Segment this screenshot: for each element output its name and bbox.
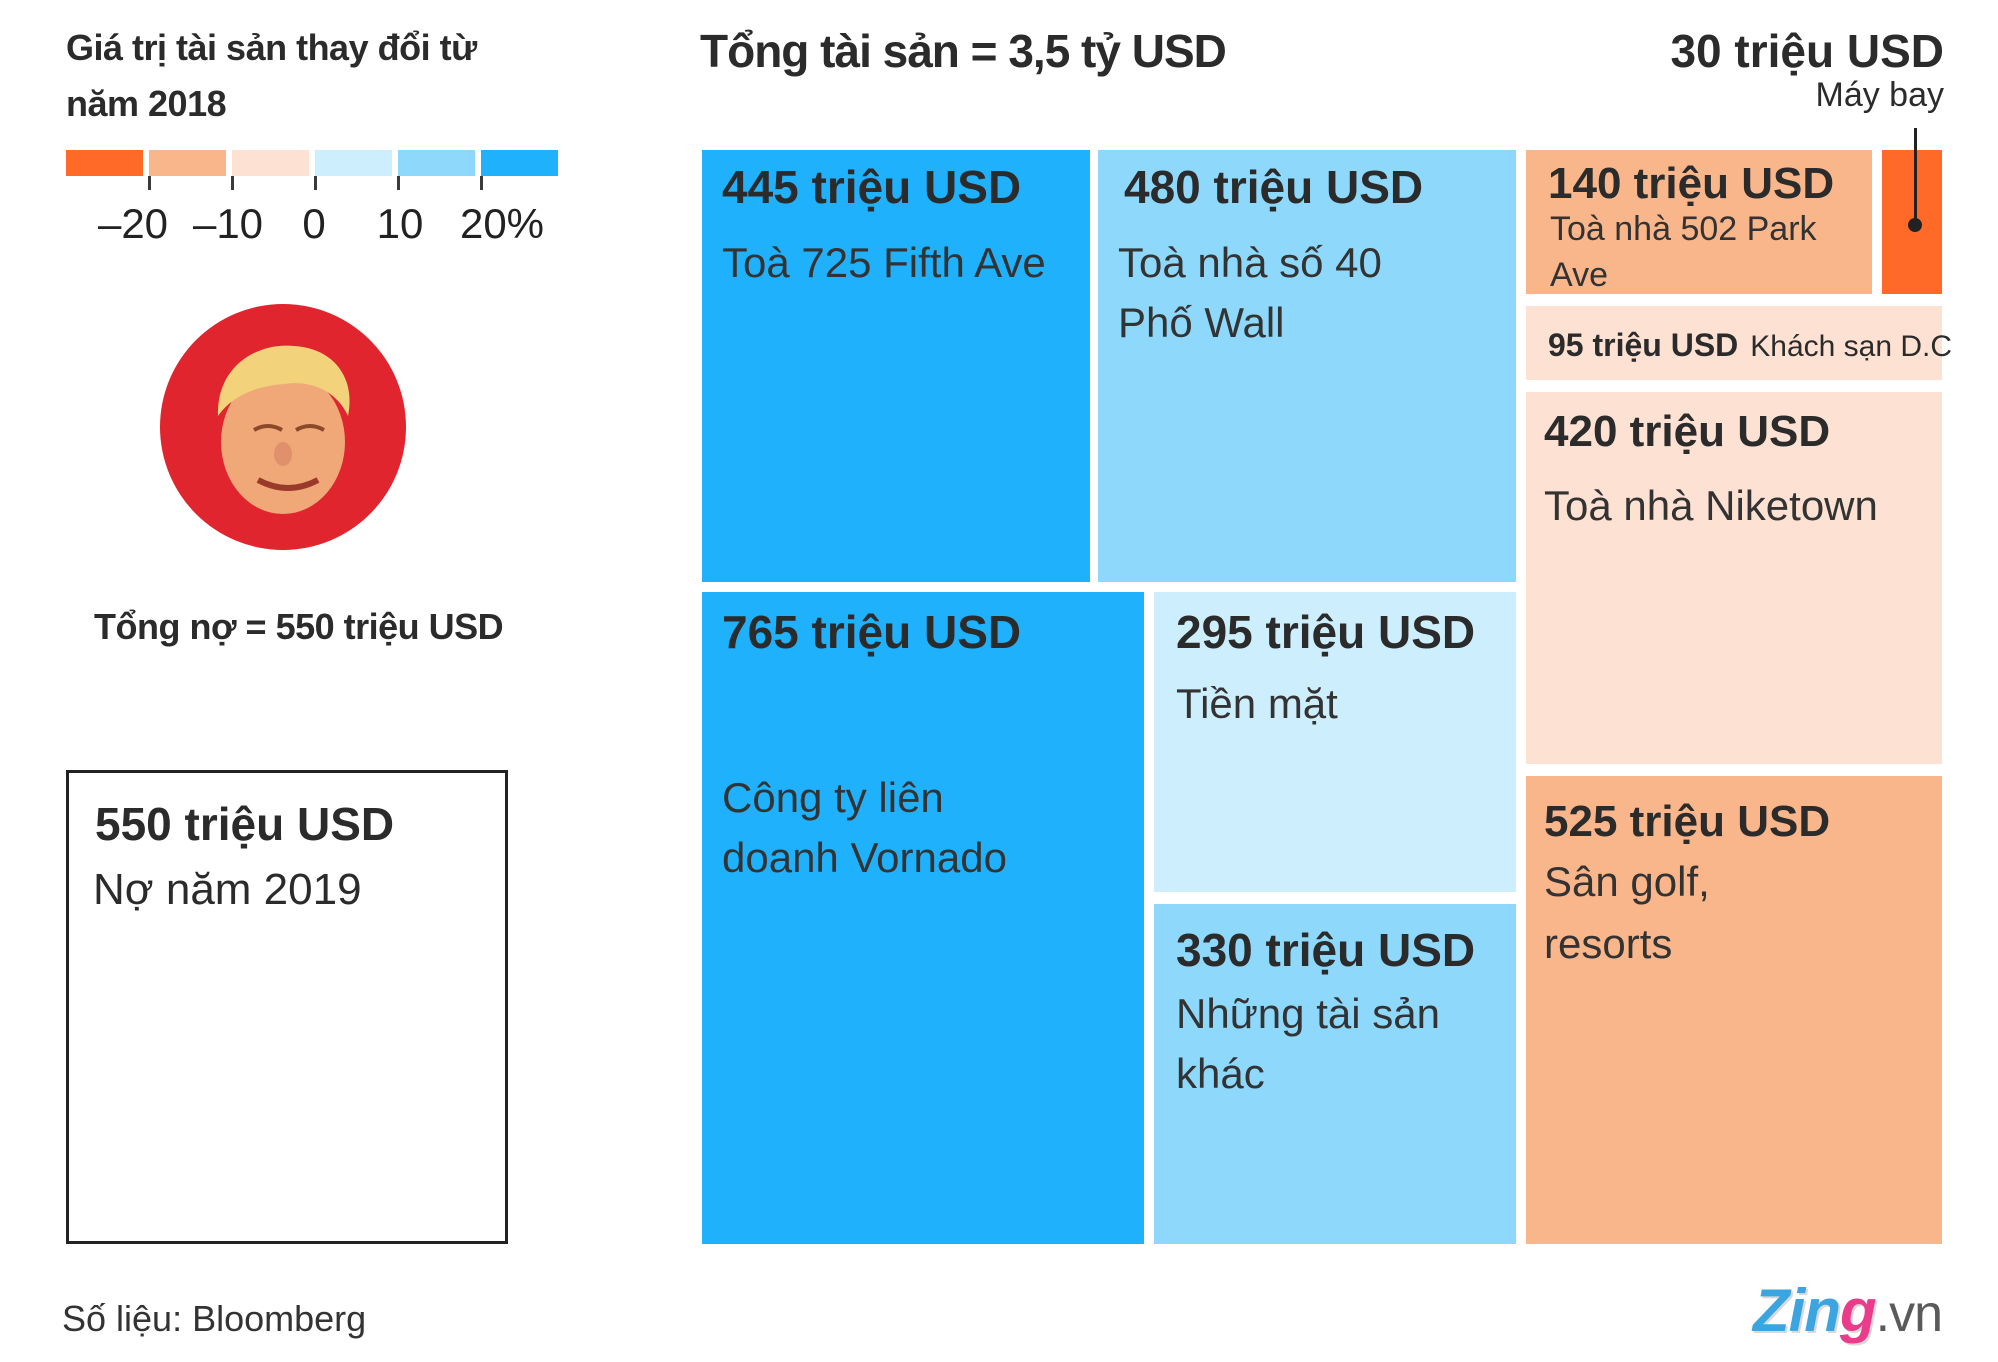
legend-swatch [66, 150, 143, 176]
plane-value-label: 30 triệu USD [1670, 25, 1944, 77]
avatar [160, 304, 406, 550]
plane-leader-line [1914, 128, 1917, 224]
treemap-name-label: Toà nhà Niketown [1544, 482, 1878, 529]
face-icon [217, 345, 350, 514]
total-debt-label: Tổng nợ = 550 triệu USD [94, 606, 504, 647]
treemap-value-label: 765 triệu USD [722, 606, 1021, 658]
treemap-rect [1154, 904, 1516, 1244]
legend-swatch [315, 150, 392, 176]
legend-label: –10 [192, 200, 264, 247]
treemap-name-label: Tiền mặt [1176, 680, 1338, 727]
legend-swatch [398, 150, 475, 176]
logo-brand: Zing [1752, 1277, 1877, 1344]
treemap-rect [1526, 776, 1942, 1244]
legend-swatch [149, 150, 226, 176]
treemap-name-label: Công ty liên doanh Vornado [722, 774, 1007, 881]
legend-tick [480, 176, 483, 190]
zing-logo: Zing.vn [1752, 1276, 1943, 1345]
plane-leader-dot [1908, 218, 1922, 232]
treemap-rect [1154, 592, 1516, 892]
legend-swatch [232, 150, 309, 176]
treemap-rect [702, 150, 1090, 582]
legend-tick [314, 176, 317, 190]
treemap-value-label: 445 triệu USD [722, 161, 1021, 213]
plane-name-label: Máy bay [1815, 76, 1945, 114]
treemap-rect [702, 592, 1144, 1244]
legend-color-scale [66, 150, 558, 178]
treemap-rect [1526, 392, 1942, 764]
treemap-name-label: Toà nhà số 40 Phố Wall [1118, 239, 1382, 346]
treemap-name-label: Toà 725 Fifth Ave [722, 239, 1046, 286]
treemap-rect [1098, 150, 1516, 582]
treemap-value-label: 480 triệu USD [1124, 161, 1423, 213]
legend-tick [231, 176, 234, 190]
treemap-value-label: 295 triệu USD [1176, 606, 1475, 658]
legend-title: Giá trị tài sản thay đổi từ năm 2018 [66, 27, 477, 124]
treemap-value-label: 330 triệu USD [1176, 924, 1475, 976]
debt-value: 550 triệu USD [95, 798, 395, 850]
debt-box: 550 triệu USD Nợ năm 2019 [66, 770, 508, 1244]
treemap-rect [1526, 306, 1942, 380]
treemap-value-label: 420 triệu USD [1544, 407, 1830, 456]
logo-suffix: .vn [1875, 1285, 1943, 1343]
treemap-value-label: 140 triệu USD [1548, 159, 1834, 208]
treemap-rect [1526, 150, 1872, 294]
treemap-name-label: Những tài sản khác [1176, 990, 1440, 1097]
treemap-value-label: 525 triệu USD [1544, 797, 1830, 846]
treemap-inline-label: 95 triệu USD Khách sạn D.C [1548, 327, 1952, 363]
treemap-name-label: Sân golf, resorts [1544, 858, 1710, 967]
legend-label: –20 [97, 200, 169, 247]
legend-swatch [481, 150, 558, 176]
chart-title: Tổng tài sản = 3,5 tỷ USD [700, 25, 1227, 77]
legend-label: 20% [459, 200, 545, 247]
legend-tick [148, 176, 151, 190]
legend-label: 10 [376, 200, 424, 247]
legend-tick [397, 176, 400, 190]
source-note: Số liệu: Bloomberg [62, 1298, 367, 1339]
legend-label: 0 [302, 200, 326, 247]
debt-label: Nợ năm 2019 [93, 865, 362, 914]
treemap-name-label: Toà nhà 502 Park Ave [1550, 210, 1818, 294]
